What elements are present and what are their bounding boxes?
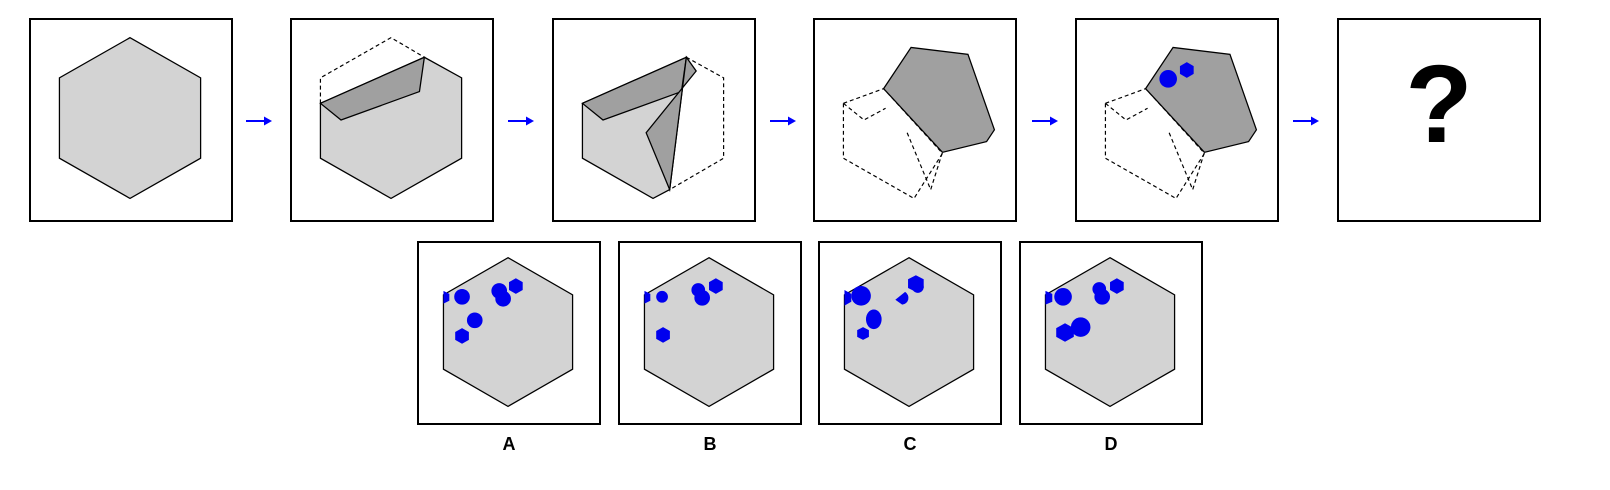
step-2-fold-figure [319,36,463,200]
option-c-figure [843,256,975,408]
arrow-icon [246,116,272,126]
punch-hole-circle [495,290,511,307]
punch-hole-circle [911,281,924,293]
punch-hole-hexagon [455,328,469,344]
punch-hole-hexagon [1179,62,1194,78]
paper-folded-flap [319,56,426,121]
step-1-panel [29,18,233,222]
punch-hole-hexagon [1056,323,1074,342]
paper-hexagon [442,256,574,408]
answer-panel: ? [1337,18,1541,222]
punch-hole-hexagon [844,289,852,306]
option-b-panel[interactable] [618,241,802,425]
option-b-figure [643,256,775,408]
punch-holes [644,278,723,343]
step-4-fold-figure [842,46,996,200]
punch-hole-hexagon [857,327,869,340]
punch-hole-hexagon [656,327,670,343]
punch-hole-hexagon [509,278,523,294]
option-d-panel[interactable] [1019,241,1203,425]
punch-holes [1045,278,1124,342]
punch-hole-circle [865,309,882,330]
punch-hole-partial [895,291,909,305]
punch-hole-circle [1054,288,1072,306]
step-5-punch-figure [1104,46,1258,200]
paper-folded-flap-2 [645,55,697,193]
option-c-panel[interactable] [818,241,1002,425]
punch-hole-hexagon [644,290,651,304]
punch-hole-hexagon [1110,278,1124,294]
punch-holes [844,275,924,340]
paper-folded-flap [882,46,996,154]
punch-hole-circle [454,288,470,305]
arrow-icon [770,116,796,126]
fold-ghost-outline [1104,87,1206,200]
arrow-icon [508,116,534,126]
paper-folded-flap [1144,46,1258,154]
step-3-fold-figure [581,55,725,200]
step-3-panel [552,18,756,222]
punch-hole-circle [1159,70,1177,88]
option-c-label: C [903,434,917,454]
question-mark: ? [1405,43,1473,166]
punch-hole-circle [1094,288,1111,305]
fold-ghost-outline [669,56,725,191]
paper-hexagon [58,36,202,200]
option-d-label: D [1104,434,1118,454]
option-a-label: A [502,434,516,454]
fold-ghost-outline [842,87,944,200]
step-4-panel [813,18,1017,222]
option-a-panel[interactable] [417,241,601,425]
punch-hole-circle [466,312,483,329]
step-5-panel [1075,18,1279,222]
arrow-icon [1293,116,1319,126]
arrow-icon [1032,116,1058,126]
punch-hole-circle [1070,317,1091,337]
punch-hole-circle [851,286,871,306]
step-1-hexagon-figure [58,36,202,200]
punch-hole-hexagon [443,290,450,304]
punch-hole-circle [656,290,668,303]
punch-hole-hexagon [709,278,723,294]
punch-holes [443,278,523,344]
punch-hole-circle [694,289,710,306]
punch-hole-hexagon [1045,290,1053,305]
option-d-figure [1044,256,1176,408]
step-2-panel [290,18,494,222]
option-a-figure [442,256,574,408]
fold-ghost-outline [319,36,425,104]
option-b-label: B [703,434,717,454]
